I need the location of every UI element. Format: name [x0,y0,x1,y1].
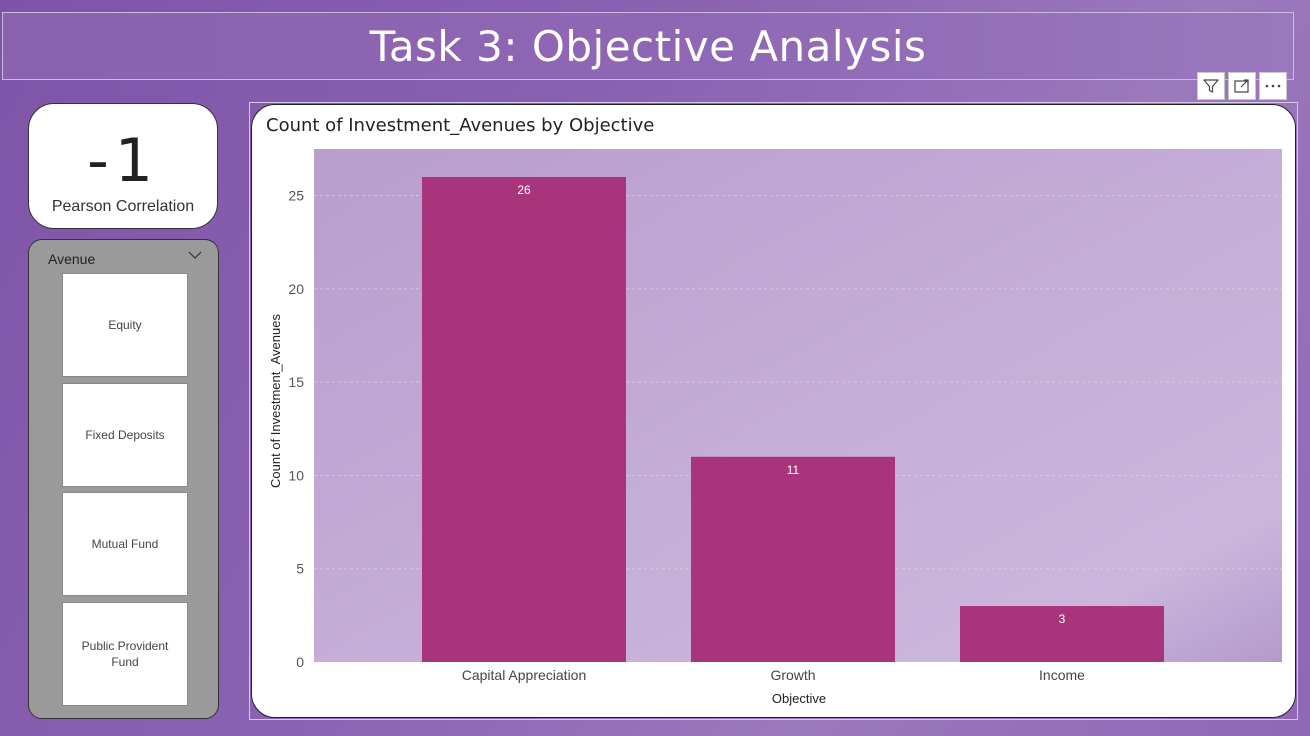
data-label: 3 [1059,612,1066,626]
page-title-banner: Task 3: Objective Analysis [2,12,1294,80]
y-axis-ticks: 0 5 10 15 20 25 [288,188,304,670]
y-tick-label: 10 [288,467,304,483]
gridlines [314,195,1282,570]
slicer-item-public-provident-fund[interactable]: Public Provident Fund [62,602,188,706]
kpi-value: -1 [87,126,159,196]
y-tick-label: 5 [296,561,304,577]
chart-selection-frame [249,102,1298,720]
x-tick-label: Growth [770,667,815,683]
chart-title: Count of Investment_Avenues by Objective [266,115,655,136]
bar-chart: 26 11 3 0 5 10 15 20 25 Capital Appreciation Gro… [268,149,1282,706]
slicer-item-fixed-deposits[interactable]: Fixed Deposits [62,383,188,487]
bar-capital-appreciation[interactable] [422,176,626,662]
y-tick-label: 0 [296,654,304,670]
kpi-card[interactable]: -1 Pearson Correlation [28,103,218,229]
x-tick-label: Income [1039,667,1085,683]
slicer-item-mutual-fund[interactable]: Mutual Fund [62,492,188,596]
x-axis-ticks: Capital Appreciation Growth Income [462,667,1085,683]
x-tick-label: Capital Appreciation [462,667,587,683]
slicer-item-equity[interactable]: Equity [62,273,188,377]
focus-mode-icon[interactable] [1228,72,1256,100]
slicer-title: Avenue [48,251,96,267]
y-tick-label: 20 [288,281,304,297]
bar-income[interactable] [960,606,1164,662]
chevron-down-icon[interactable] [188,250,202,260]
data-label: 26 [517,183,531,197]
chart-card[interactable]: Count of Investment_Avenues by Objective… [251,104,1296,718]
visual-header-toolbar [1197,72,1287,100]
data-label: 11 [787,463,800,477]
y-axis-title: Count of Investment_Avenues [268,314,283,488]
avenue-slicer[interactable]: Avenue Equity Fixed Deposits Mutual Fund… [28,239,219,719]
y-tick-label: 15 [288,374,304,390]
kpi-label: Pearson Correlation [51,198,195,215]
page-title: Task 3: Objective Analysis [369,21,927,71]
x-axis-title: Objective [772,691,826,706]
bars: 26 11 3 [422,176,1164,662]
more-options-icon[interactable] [1259,72,1287,100]
bar-growth[interactable] [691,456,895,662]
filter-icon[interactable] [1197,72,1225,100]
y-tick-label: 25 [288,188,304,204]
